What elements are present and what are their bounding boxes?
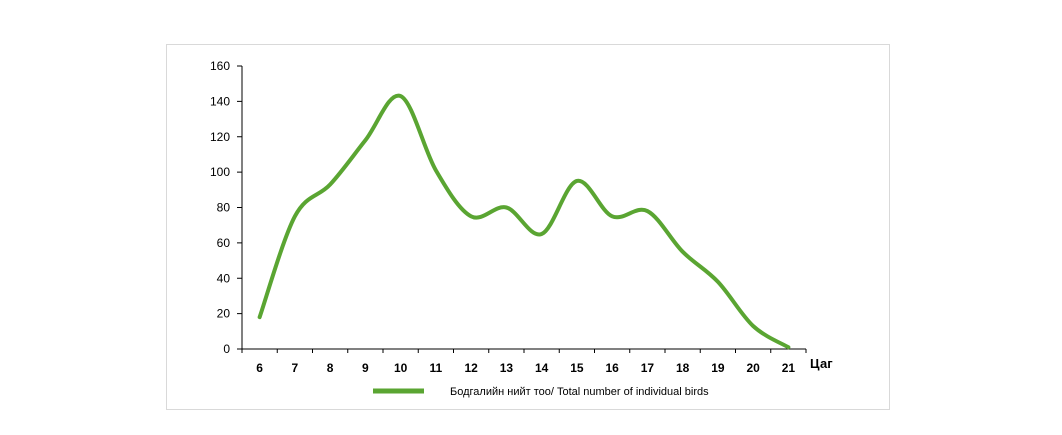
x-tick-label: 15 bbox=[570, 361, 584, 375]
y-tick-label: 140 bbox=[210, 94, 230, 108]
y-tick-label: 80 bbox=[217, 201, 231, 215]
x-tick-label: 9 bbox=[362, 361, 369, 375]
x-tick-label: 11 bbox=[430, 361, 443, 375]
series-layer bbox=[257, 93, 791, 350]
y-tick-label: 40 bbox=[217, 271, 231, 285]
x-tick-label: 13 bbox=[500, 361, 514, 375]
x-tick-label: 14 bbox=[535, 361, 549, 375]
y-tick-label: 0 bbox=[223, 342, 230, 356]
y-tick-label: 100 bbox=[210, 165, 230, 179]
x-tick-label: 12 bbox=[464, 361, 478, 375]
y-tick-label: 120 bbox=[210, 130, 230, 144]
y-axis-ticks: 0 20 40 60 80 100 120 140 160 bbox=[210, 59, 242, 356]
x-tick-label: 16 bbox=[605, 361, 619, 375]
y-tick-label: 160 bbox=[210, 59, 230, 73]
x-tick-label: 21 bbox=[782, 361, 796, 375]
y-tick-label: 20 bbox=[217, 307, 231, 321]
x-tick-label: 7 bbox=[292, 361, 299, 375]
x-tick-label: 18 bbox=[676, 361, 690, 375]
x-axis-title: Цаг bbox=[810, 356, 833, 371]
x-tick-label: 10 bbox=[394, 361, 408, 375]
chart-axes bbox=[241, 66, 806, 350]
x-tick-label: 6 bbox=[256, 361, 263, 375]
x-tick-label: 20 bbox=[746, 361, 760, 375]
series-line bbox=[257, 93, 791, 350]
legend: Бодгалийн нийт тоо/ Total number of indi… bbox=[373, 386, 709, 398]
x-tick-label: 17 bbox=[641, 361, 655, 375]
x-tick-label: 19 bbox=[711, 361, 725, 375]
legend-label: Бодгалийн нийт тоо/ Total number of indi… bbox=[450, 386, 709, 398]
y-tick-label: 60 bbox=[217, 236, 231, 250]
x-axis-ticks: 6 7 8 9 10 11 12 13 14 15 16 17 18 19 20 21 bbox=[241, 349, 807, 375]
x-tick-label: 8 bbox=[327, 361, 334, 375]
